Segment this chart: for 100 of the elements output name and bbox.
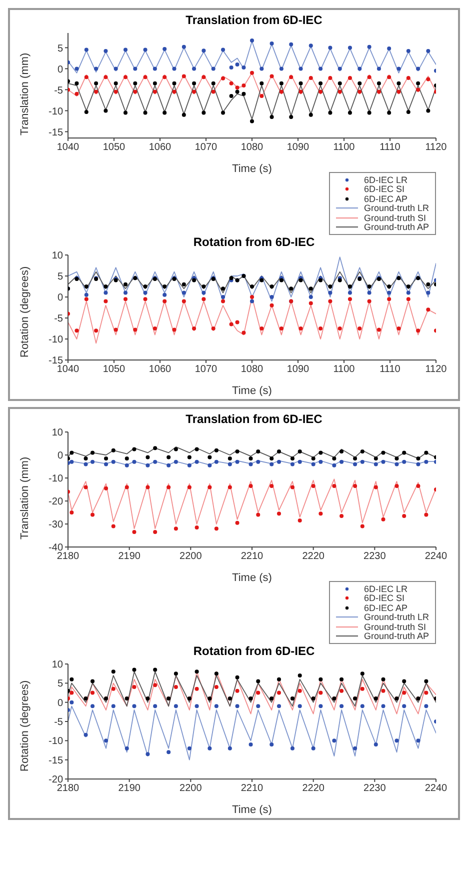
point [192, 81, 196, 86]
y-tick-label: 5 [57, 678, 64, 690]
point [124, 110, 128, 115]
point [187, 463, 192, 468]
point [235, 704, 240, 708]
point [308, 286, 313, 291]
point [358, 66, 362, 71]
x-tick-label: 2210 [240, 551, 264, 562]
point [235, 460, 240, 464]
point [153, 668, 158, 672]
y-tick-label: 5 [57, 43, 64, 54]
point [367, 284, 372, 288]
point [111, 448, 116, 452]
x-tick-label: 1100 [333, 142, 356, 154]
y-tick-label: -5 [54, 717, 64, 728]
point [202, 290, 206, 295]
legend-label: 6D-IEC LR [364, 174, 408, 185]
x-tick-label: 2240 [424, 783, 448, 794]
y-tick-label: -20 [48, 496, 64, 508]
point [290, 485, 294, 490]
point [104, 456, 108, 460]
point [132, 704, 136, 708]
point [174, 447, 178, 452]
point [332, 456, 336, 460]
point [318, 90, 323, 94]
chart-title: Rotation from 6D-IEC [192, 235, 316, 251]
point [424, 460, 428, 464]
frame: Translation from 6D-IEC 2180 2190 2200 2210 2220 2230 2240 Time (s) -40 -30 -20 -10 0 10 Translation (mm) 6D-IEC LR 6D-IEC SI 6D-IEC AP Ground-truth LR Ground-truth SI Ground-truth AP Rotation from 6D-IEC 2180 2190 2200 2210 2220 2230 2240 Time (s) -20 -15 -10 -5 0 5 10 Rotation (degrees) [8, 407, 460, 820]
point [279, 66, 284, 71]
point [182, 44, 186, 49]
x-tick-label: 2200 [180, 551, 202, 562]
point [260, 66, 264, 71]
point [124, 282, 128, 286]
point [242, 92, 246, 96]
point [208, 463, 212, 468]
point [381, 688, 386, 693]
y-tick-label: 0 [57, 698, 64, 709]
point [353, 746, 358, 750]
point [229, 81, 234, 86]
y-tick-label: 5 [57, 272, 64, 283]
point [202, 297, 206, 302]
point [376, 328, 381, 332]
y-tick-label: 10 [52, 660, 64, 671]
point [318, 66, 323, 71]
point [289, 115, 294, 119]
point [402, 679, 406, 684]
point [348, 290, 352, 295]
y-axis-title: Translation (mm) [18, 456, 31, 540]
point [143, 290, 148, 295]
point [376, 90, 381, 94]
point [74, 328, 79, 333]
point [235, 320, 240, 324]
y-tick-label: -10 [48, 334, 64, 346]
legend-label: 6D-IEC LR [364, 584, 408, 594]
point [256, 460, 260, 464]
point [376, 66, 381, 71]
point [228, 456, 232, 460]
chart-title: Translation from 6D-IEC [184, 13, 324, 29]
line-series [68, 296, 436, 344]
point [146, 752, 150, 756]
line-series [68, 72, 436, 98]
y-tick-label: 0 [57, 292, 64, 304]
x-tick-label: 2200 [180, 783, 202, 794]
point [426, 290, 430, 295]
point [84, 110, 88, 114]
point [276, 690, 281, 695]
point [143, 297, 148, 302]
point [192, 90, 196, 94]
point [174, 526, 178, 531]
point [381, 460, 386, 464]
point [311, 746, 316, 750]
point [270, 303, 274, 308]
point [194, 686, 199, 691]
point [276, 677, 281, 682]
point [381, 517, 386, 522]
point [248, 462, 253, 466]
point [270, 456, 274, 460]
point [289, 42, 294, 46]
point [152, 90, 157, 94]
point [340, 514, 344, 518]
x-tick-label: 2210 [240, 783, 264, 794]
point [406, 297, 410, 302]
point [424, 679, 428, 684]
point [162, 299, 167, 304]
point [90, 679, 95, 684]
point [132, 530, 136, 534]
x-tick-label: 2240 [424, 551, 448, 562]
point [260, 326, 264, 330]
point [387, 46, 392, 51]
point [208, 455, 212, 460]
point [328, 290, 332, 295]
line-series [68, 706, 436, 760]
point [424, 704, 428, 708]
x-tick-label: 1050 [102, 364, 126, 376]
x-tick-label: 1090 [286, 142, 310, 154]
point [424, 690, 428, 695]
point [235, 62, 240, 66]
point [298, 704, 302, 708]
point [187, 746, 192, 750]
point [332, 738, 336, 743]
